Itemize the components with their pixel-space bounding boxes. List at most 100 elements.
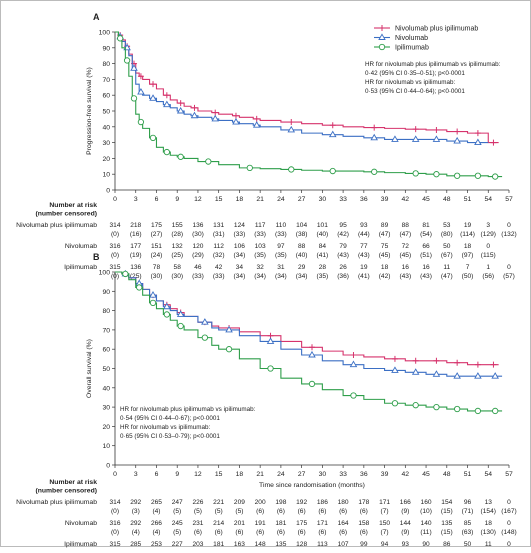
censor-mark-os-1 bbox=[225, 325, 233, 333]
risk-censored-pfs: (33) bbox=[213, 273, 225, 280]
censor-mark-pfs-0 bbox=[177, 100, 184, 107]
risk-count-pfs: 175 bbox=[151, 222, 162, 229]
censor-mark-pfs-2 bbox=[454, 172, 461, 179]
risk-count-pfs: 136 bbox=[130, 264, 141, 271]
risk-count-os: 266 bbox=[151, 520, 162, 527]
risk-count-pfs: 31 bbox=[277, 264, 285, 271]
censor-mark-pfs-2 bbox=[163, 148, 170, 156]
risk-censored-pfs: (32) bbox=[213, 252, 225, 259]
risk-count-os: 50 bbox=[464, 541, 472, 548]
y-tick-label-pfs: 100 bbox=[99, 30, 111, 37]
risk-censored-pfs: (45) bbox=[379, 252, 391, 259]
y-tick-label-pfs: 90 bbox=[102, 45, 110, 52]
censor-mark-pfs-1 bbox=[190, 111, 199, 119]
risk-censored-pfs: (33) bbox=[234, 231, 246, 238]
risk-count-pfs: 93 bbox=[360, 222, 368, 229]
risk-censored-pfs: (36) bbox=[337, 273, 349, 280]
x-tick-label-os: 6 bbox=[155, 471, 159, 478]
x-tick-label-os: 45 bbox=[422, 471, 430, 478]
risk-count-os: 265 bbox=[151, 499, 162, 506]
x-tick-label-pfs: 57 bbox=[505, 196, 513, 203]
x-tick-label-pfs: 21 bbox=[256, 196, 264, 203]
censor-mark-pfs-1 bbox=[474, 138, 482, 146]
censor-mark-os-1 bbox=[432, 370, 441, 377]
risk-count-pfs: 95 bbox=[339, 222, 347, 229]
risk-censored-os: (6) bbox=[235, 529, 243, 536]
censor-mark-os-2 bbox=[122, 270, 129, 278]
x-tick-label-pfs: 9 bbox=[175, 196, 179, 203]
x-tick-label-pfs: 48 bbox=[443, 196, 451, 203]
x-tick-label-pfs: 39 bbox=[381, 196, 389, 203]
y-tick-label-os: 70 bbox=[102, 327, 110, 334]
x-tick-label-os: 33 bbox=[339, 471, 347, 478]
risk-count-pfs: 151 bbox=[151, 243, 162, 250]
risk-censored-pfs: (34) bbox=[275, 273, 287, 280]
risk-censored-pfs: (41) bbox=[358, 273, 370, 280]
risk-count-os: 86 bbox=[443, 541, 451, 548]
risk-count-pfs: 97 bbox=[277, 243, 285, 250]
risk-censored-pfs: (35) bbox=[317, 273, 329, 280]
risk-censored-pfs: (43) bbox=[337, 252, 349, 259]
risk-count-os: 314 bbox=[109, 499, 120, 506]
x-tick-label-pfs: 0 bbox=[113, 196, 117, 203]
censor-mark-os-2 bbox=[350, 392, 357, 399]
censor-mark-pfs-0 bbox=[137, 73, 144, 80]
panel-label-pfs: A bbox=[93, 12, 100, 22]
y-tick-label-pfs: 10 bbox=[102, 172, 110, 179]
censor-mark-pfs-0 bbox=[371, 124, 378, 131]
x-tick-label-pfs: 6 bbox=[155, 196, 159, 203]
risk-count-os: 181 bbox=[275, 520, 286, 527]
censor-mark-os-2 bbox=[433, 403, 440, 411]
risk-censored-os: (5) bbox=[194, 508, 202, 515]
risk-count-os: 191 bbox=[255, 520, 266, 527]
censor-mark-os-0 bbox=[433, 357, 440, 364]
risk-censored-pfs: (43) bbox=[420, 273, 432, 280]
risk-count-pfs: 110 bbox=[276, 222, 287, 229]
risk-count-pfs: 18 bbox=[381, 264, 389, 271]
censor-mark-pfs-0 bbox=[191, 104, 198, 111]
km-curve-os-2 bbox=[115, 271, 503, 412]
risk-title-os: Number at risk bbox=[49, 479, 97, 486]
y-tick-label-pfs: 40 bbox=[102, 124, 110, 131]
risk-censored-pfs: (30) bbox=[192, 231, 204, 238]
risk-count-os: 163 bbox=[234, 541, 245, 548]
censor-mark-os-2 bbox=[492, 407, 499, 415]
risk-censored-pfs: (129) bbox=[481, 231, 496, 238]
risk-censored-pfs: (51) bbox=[420, 252, 432, 259]
risk-censored-os: (6) bbox=[215, 529, 223, 536]
risk-count-os: 316 bbox=[109, 520, 120, 527]
censor-mark-os-0 bbox=[490, 361, 497, 368]
risk-censored-os: (4) bbox=[152, 529, 160, 536]
risk-count-os: 144 bbox=[400, 520, 411, 527]
risk-censored-pfs: (54) bbox=[420, 231, 432, 238]
x-tick-label-pfs: 15 bbox=[215, 196, 223, 203]
risk-count-os: 90 bbox=[422, 541, 430, 548]
y-tick-label-pfs: 80 bbox=[102, 61, 110, 68]
risk-count-os: 292 bbox=[130, 499, 141, 506]
censor-mark-pfs-2 bbox=[130, 95, 138, 102]
risk-count-pfs: 53 bbox=[443, 222, 451, 229]
censor-mark-os-2 bbox=[474, 407, 482, 415]
y-tick-label-pfs: 0 bbox=[106, 188, 110, 195]
censor-mark-pfs-2 bbox=[177, 153, 184, 160]
risk-count-pfs: 32 bbox=[256, 264, 264, 271]
legend-label-0: Nivolumab plus ipilimumab bbox=[395, 26, 478, 33]
risk-count-os: 226 bbox=[192, 499, 203, 506]
x-tick-label-os: 3 bbox=[134, 471, 138, 478]
hr-annotation-pfs: 0·42 (95% CI 0·35–0·51); p<0·0001 bbox=[365, 70, 465, 77]
risk-count-os: 245 bbox=[172, 520, 183, 527]
risk-count-pfs: 101 bbox=[317, 222, 328, 229]
censor-mark-pfs-1 bbox=[176, 106, 185, 114]
censor-mark-pfs-0 bbox=[253, 115, 260, 122]
risk-censored-pfs: (40) bbox=[296, 252, 308, 259]
risk-censored-os: (167) bbox=[501, 508, 516, 515]
risk-count-pfs: 29 bbox=[298, 264, 306, 271]
risk-count-os: 0 bbox=[507, 520, 511, 527]
risk-count-pfs: 46 bbox=[194, 264, 202, 271]
hr-annotation-pfs: HR for nivolumab plus ipilimumab vs ipil… bbox=[365, 61, 501, 68]
risk-count-pfs: 177 bbox=[130, 243, 141, 250]
risk-count-os: 175 bbox=[296, 520, 307, 527]
risk-censored-os: (9) bbox=[401, 508, 409, 515]
risk-censored-pfs: (47) bbox=[379, 231, 391, 238]
